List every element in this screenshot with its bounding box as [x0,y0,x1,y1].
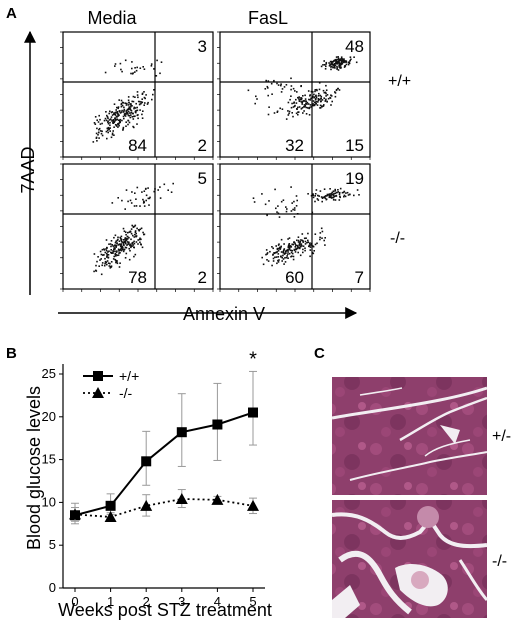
series-line [74,411,254,517]
data-point-triangle [140,499,153,511]
data-point-square [105,500,116,511]
row-label-knockout: -/- [390,230,405,247]
y-tick-label: 15 [42,452,56,467]
histology-image-heterozygous [331,377,488,495]
quadrant-value-lower-left: 84 [128,136,147,155]
quadrant-value-lower-right: 15 [345,136,364,155]
quadrant-value-upper-right: 19 [345,169,364,188]
plot-frame [219,31,371,158]
data-point-square [141,456,152,467]
chart-legend: +/+-/- [83,368,139,401]
y-tick-label: 25 [42,366,56,381]
chart-y-axis-label: Blood glucose levels [24,386,44,550]
scatter-plot-knockout-media: 5 78 2 [60,163,214,292]
data-point-square [248,407,258,418]
quadrant-value-lower-right: 2 [198,136,207,155]
x-tick-label: 0 [71,594,78,609]
image-label-knockout: -/- [492,553,507,570]
series-knockout [69,489,259,522]
x-tick-label: 4 [214,594,221,609]
column-title-fasl: FasL [248,8,288,28]
plot-frame [62,163,214,290]
scatter-plot-wildtype-fasl: 48 32 15 [217,31,371,160]
y-tick-label: 0 [49,580,56,595]
row-label-wildtype: +/+ [388,73,411,90]
chart-x-axis-label: Weeks post STZ treatment [58,600,272,620]
flow-cytometry-plots: 3 84 2 48 32 15 5 78 2 19 60 7 [60,31,371,292]
quadrant-value-lower-left: 32 [285,136,304,155]
legend-marker-triangle [92,387,104,398]
histology-image-knockout [331,500,489,618]
quadrant-value-upper-right: 5 [198,169,207,188]
x-axis-label-annexin: Annexin V [183,304,265,324]
x-tick-label: 5 [249,594,256,609]
data-point-triangle [175,492,188,504]
y-tick-label: 5 [49,537,56,552]
data-point-triangle [211,493,224,505]
blood-glucose-chart: 0 5 10 15 20 25 0 1 2 3 4 5 * +/+-/- [42,348,265,609]
image-label-heterozygous: +/- [492,428,511,445]
data-point-triangle [247,499,259,511]
data-point-square [212,419,223,430]
y-axis-label-7aad: 7AAD [18,146,38,193]
scatter-plot-wildtype-media: 3 84 2 [60,31,214,160]
scatter-plot-knockout-fasl: 19 60 7 [217,163,371,292]
x-tick-label: 2 [143,594,150,609]
x-tick-label: 1 [107,594,114,609]
quadrant-value-lower-right: 2 [198,268,207,287]
data-point-triangle [104,510,117,522]
panel-b-letter: B [6,345,17,362]
series-line [74,498,254,518]
quadrant-value-upper-right: 48 [345,37,364,56]
quadrant-value-lower-left: 78 [128,268,147,287]
significance-asterisk: * [249,348,257,370]
panel-c-letter: C [314,345,325,362]
x-tick-label: 3 [178,594,185,609]
column-title-media: Media [87,8,137,28]
data-point-triangle [69,508,81,520]
panel-a-letter: A [6,5,17,22]
y-tick-label: 10 [42,494,56,509]
quadrant-value-lower-left: 60 [285,268,304,287]
data-point-square [176,427,187,438]
y-tick-label: 20 [42,409,56,424]
legend-label-knockout: -/- [119,385,133,401]
legend-label-wildtype: +/+ [119,368,139,384]
legend-marker-square [93,371,103,381]
quadrant-value-lower-right: 7 [355,268,364,287]
quadrant-value-upper-right: 3 [198,37,207,56]
